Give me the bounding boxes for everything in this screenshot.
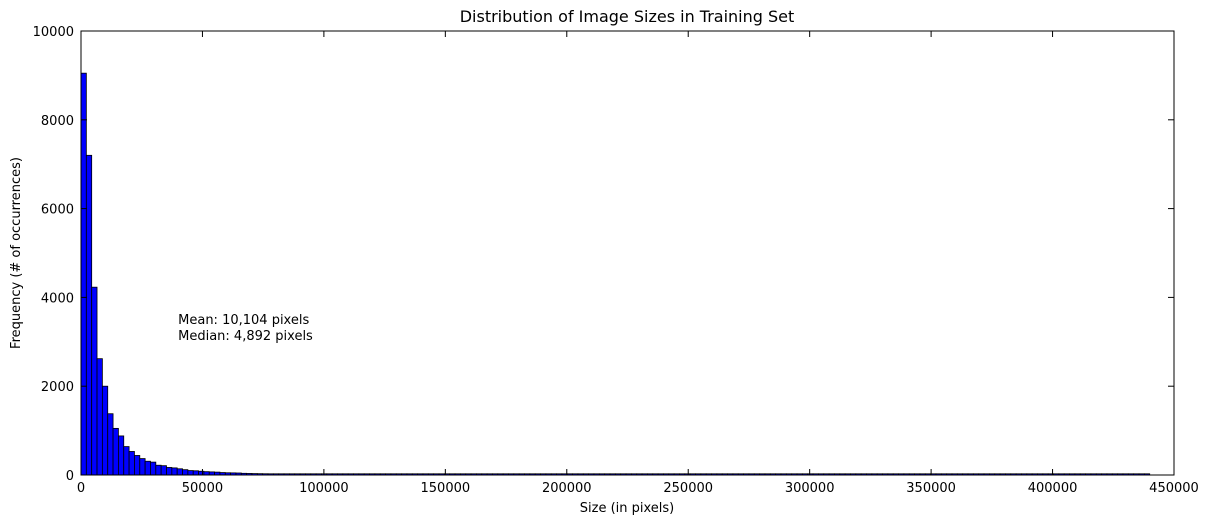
x-tick-label: 100000 [299,481,349,496]
histogram-bar [192,470,199,476]
y-tick-label: 4000 [41,291,74,306]
histogram-bar [101,385,109,476]
bars-group [80,72,1151,476]
y-tick-label: 10000 [33,25,74,40]
axes-group: 0 50000 100000 150000 200000 250000 300000 3500… [33,25,1199,496]
histogram-bar [182,469,189,476]
y-tick-label: 2000 [41,380,74,395]
histogram-bar [171,467,178,476]
histogram-bar [112,427,119,476]
y-tick-label: 8000 [41,114,74,129]
histogram-bar [187,470,194,476]
y-tick-label: 0 [66,469,74,484]
y-tick-label: 6000 [41,203,74,218]
plot-frame [80,30,1175,476]
histogram-bar [139,458,146,476]
histogram-bar [85,154,93,476]
x-axis-title: Size (in pixels) [580,501,675,516]
histogram-bar [96,358,103,476]
y-axis-title: Frequency (# of occurrences) [9,157,24,349]
histogram-bar [176,468,183,476]
x-tick-label: 50000 [182,481,223,496]
x-tick-label: 300000 [785,481,835,496]
median-annotation: Median: 4,892 pixels [178,329,313,344]
x-tick-label: 150000 [421,481,471,496]
x-tick-label: 0 [77,481,85,496]
mean-annotation: Mean: 10,104 pixels [178,313,309,328]
histogram-bar [80,72,87,476]
histogram-bar [118,435,125,476]
histogram-bar [160,465,167,476]
histogram-bar [123,446,130,476]
histogram-bar [150,461,157,476]
histogram-bar [198,470,205,476]
histogram-bar [128,451,135,476]
histogram-bar [91,286,98,476]
x-tick-label: 250000 [663,481,713,496]
histogram-bar [144,460,151,476]
x-tick-label: 400000 [1028,481,1078,496]
x-tick-label: 200000 [542,481,592,496]
chart-title: Distribution of Image Sizes in Training … [460,7,795,26]
x-tick-label: 350000 [906,481,956,496]
x-tick-label: 450000 [1149,481,1199,496]
histogram-bar [166,467,173,476]
histogram-bar [155,464,162,476]
histogram-bar [134,455,141,476]
histogram-bar [107,413,114,476]
